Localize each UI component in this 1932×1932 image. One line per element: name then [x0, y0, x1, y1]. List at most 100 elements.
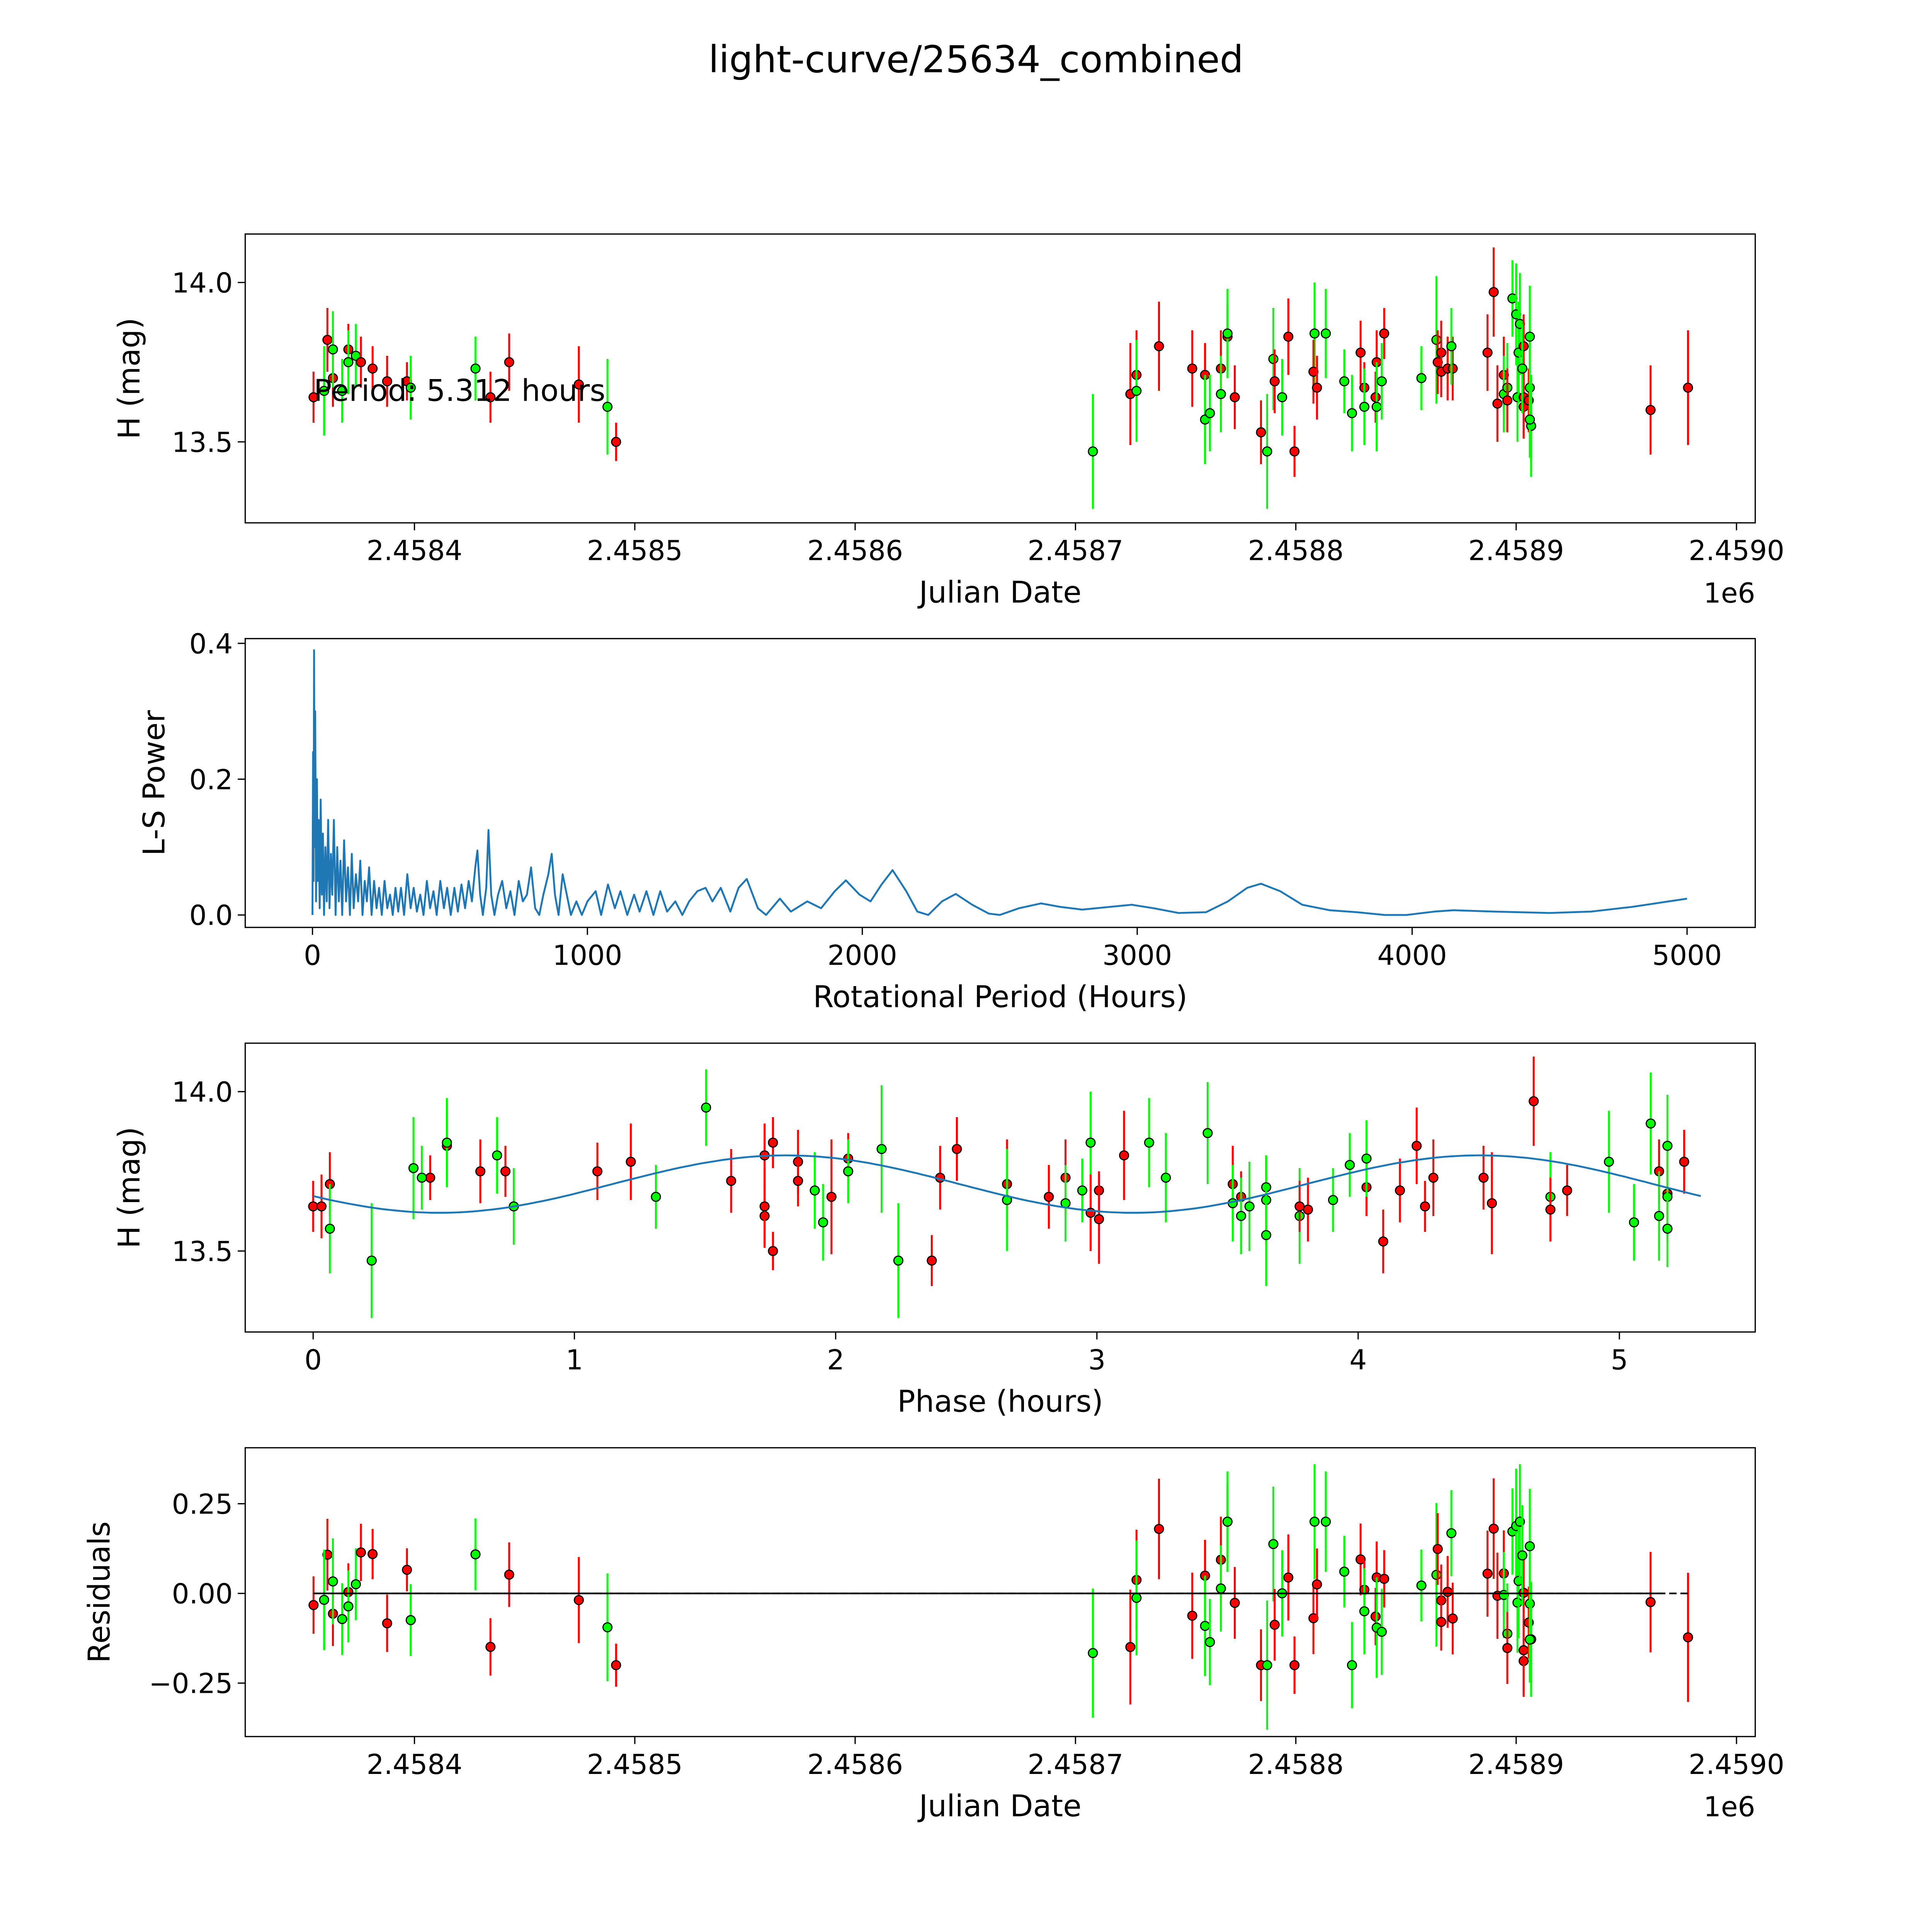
data-point [1683, 1632, 1693, 1643]
light-curve-point [1370, 372, 1381, 423]
y-axis-label: H (mag) [112, 318, 147, 439]
data-point [810, 1185, 820, 1196]
data-point [1339, 376, 1350, 386]
y-axis-label: H (mag) [112, 1127, 147, 1248]
data-point [1268, 1539, 1279, 1549]
residual-point [485, 1618, 496, 1676]
data-point [500, 1166, 511, 1177]
data-point [843, 1166, 854, 1177]
residual-point [308, 1576, 319, 1634]
data-point [470, 363, 481, 374]
axes-frame [245, 638, 1756, 928]
x-tick-label: 0 [304, 939, 321, 971]
x-tick-label: 2.4585 [587, 535, 683, 567]
periodogram-line [311, 649, 1687, 916]
residual-point [319, 1549, 329, 1650]
data-point [1376, 1627, 1387, 1637]
data-point [952, 1144, 962, 1154]
phased-point [1202, 1082, 1213, 1184]
residual-point [573, 1557, 584, 1643]
x-tick-label: 2.4589 [1468, 535, 1564, 567]
x-tick-label: 5 [1611, 1344, 1628, 1376]
data-point [1205, 1637, 1215, 1647]
phased-point [475, 1139, 486, 1203]
data-point [876, 1144, 887, 1154]
light-curve-point [1645, 365, 1656, 455]
light-curve-point [611, 423, 621, 461]
data-point [1200, 1621, 1210, 1631]
phased-point [1328, 1168, 1338, 1232]
data-point [1269, 1619, 1280, 1630]
data-point [343, 357, 354, 367]
residual-point [1683, 1573, 1693, 1702]
data-point [1328, 1195, 1338, 1205]
phased-point [893, 1203, 903, 1318]
data-point [1376, 376, 1387, 386]
data-point [1321, 328, 1331, 339]
light-curve-point [1230, 365, 1240, 429]
x-tick-label: 2.4590 [1689, 1748, 1784, 1781]
x-tick-label: 2.4588 [1248, 535, 1344, 567]
residual-point [337, 1583, 347, 1655]
plot-area [308, 1056, 1701, 1318]
residual-point [1230, 1567, 1240, 1639]
x-tick-label: 2.4587 [1027, 1748, 1123, 1781]
residual-point [1379, 1550, 1389, 1608]
data-point [1119, 1150, 1129, 1161]
data-point [1277, 392, 1287, 403]
phased-point [651, 1165, 661, 1229]
y-tick-label: 13.5 [172, 426, 233, 458]
data-point [1202, 1128, 1213, 1138]
data-point [1230, 1598, 1240, 1608]
light-curve-point [1262, 394, 1272, 509]
y-tick-label: 13.5 [172, 1235, 233, 1267]
data-point [1488, 1524, 1499, 1534]
data-point [1289, 446, 1300, 457]
data-point [1379, 1573, 1389, 1584]
phased-point [810, 1152, 820, 1229]
data-point [485, 1642, 496, 1652]
y-tick-label: 14.0 [172, 1076, 233, 1108]
light-curve-point [322, 308, 333, 372]
data-point [626, 1156, 636, 1167]
data-point [1645, 405, 1656, 415]
light-curve-point [1222, 289, 1233, 378]
x-offset-label: 1e6 [1704, 577, 1755, 609]
x-offset-label: 1e6 [1704, 1791, 1755, 1823]
data-point [343, 1601, 354, 1612]
data-point [701, 1102, 711, 1113]
residual-point [1502, 1612, 1513, 1684]
data-point [602, 1622, 613, 1633]
data-point [1216, 389, 1226, 399]
data-point [1447, 1613, 1458, 1624]
residual-point [504, 1542, 514, 1607]
data-point [726, 1176, 736, 1186]
x-axis-label: Phase (hours) [897, 1384, 1103, 1419]
data-point [1339, 1566, 1350, 1577]
light-curve-point [1355, 321, 1366, 385]
residual-point [367, 1529, 378, 1579]
data-point [1519, 1645, 1529, 1655]
data-point [1283, 1572, 1294, 1583]
data-point [425, 1172, 435, 1183]
data-point [322, 335, 333, 345]
data-point [1412, 1141, 1422, 1151]
data-point [1355, 1554, 1366, 1565]
residual-point [1525, 1596, 1535, 1683]
data-point [1517, 1550, 1527, 1561]
residual-point [1359, 1568, 1369, 1655]
data-point [1379, 328, 1389, 339]
data-point [768, 1246, 778, 1256]
residual-point [1447, 1582, 1458, 1655]
data-point [408, 1163, 419, 1173]
x-tick-label: 2.4585 [587, 1748, 683, 1781]
data-point [1361, 1153, 1372, 1164]
light-curve-point [1283, 298, 1294, 375]
light-curve-point [343, 330, 354, 394]
light-curve-point [1525, 381, 1535, 458]
data-point [1371, 401, 1382, 412]
data-point [1303, 1204, 1313, 1215]
residual-point [1222, 1471, 1233, 1572]
data-point [1436, 1617, 1446, 1627]
phased-point [1077, 1158, 1087, 1223]
